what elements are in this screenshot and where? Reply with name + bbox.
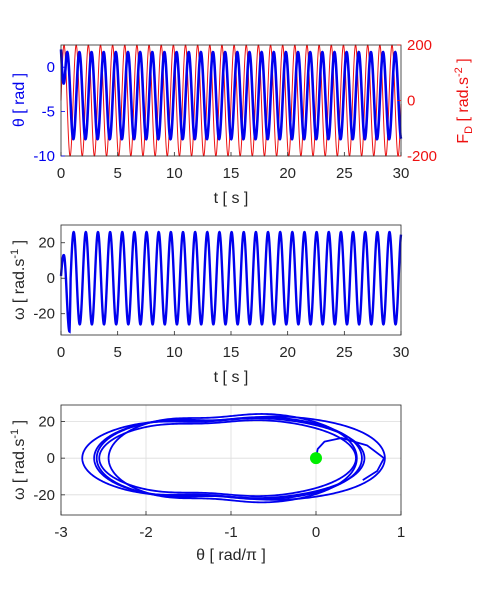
p3-y-label-2: 20 <box>38 414 55 431</box>
p3-x-label-2: -1 <box>224 524 237 541</box>
panel-omega: 0 5 10 15 20 25 30 -20 0 20 t [ s ] ω [ rad.s-1 … <box>9 224 410 386</box>
p2-x-label-5: 25 <box>336 344 353 361</box>
p1-x-label-2: 10 <box>166 165 183 182</box>
p1-x-label-0: 0 <box>57 165 65 182</box>
p1-x-label-5: 25 <box>336 165 353 182</box>
p2-x-label-3: 15 <box>223 344 240 361</box>
p3-series-group <box>81 413 386 504</box>
p1-left-axis-label: θ [ rad ] <box>11 73 28 127</box>
p3-y-axis-label: ω [ rad.s-1 ] <box>9 420 28 500</box>
p3-x-label-4: 1 <box>397 524 405 541</box>
p2-x-axis-label: t [ s ] <box>214 369 249 386</box>
p1-right-label-1: 0 <box>407 93 415 110</box>
p1-right-label-sub: D <box>463 126 475 134</box>
p3-y-tick-labels: -20 0 20 <box>33 414 65 504</box>
p2-y-tick-labels: -20 0 20 <box>33 235 65 323</box>
p2-y-axis-label: ω [ rad.s-1 ] <box>9 240 28 320</box>
force-series-line <box>60 44 402 157</box>
p1-x-label-3: 15 <box>223 165 240 182</box>
panel-phase: -3 -2 -1 0 1 -20 0 20 θ [ rad/π ] ω [ rad.s-1 … <box>9 404 405 564</box>
p1-x-label-4: 20 <box>279 165 296 182</box>
p2-y-label-1: 0 <box>47 270 55 287</box>
p3-x-label-3: 0 <box>312 524 320 541</box>
p3-x-label-1: -2 <box>139 524 152 541</box>
p1-right-tick-labels: -200 0 200 <box>397 37 437 165</box>
panel-theta-force: 0 5 10 15 20 25 30 -10 -5 0 -200 0 200 t [ s ] θ [… <box>11 37 475 207</box>
p1-x-label-6: 30 <box>393 165 410 182</box>
p1-x-label-1: 5 <box>113 165 121 182</box>
p1-left-label-2: 0 <box>47 59 55 76</box>
p1-left-label-0: -10 <box>33 148 55 165</box>
omega-series-line <box>59 230 403 334</box>
p2-x-label-6: 30 <box>393 344 410 361</box>
p1-right-label-2: 200 <box>407 37 432 54</box>
p2-x-tick-labels: 0 5 10 15 20 25 30 <box>57 331 410 361</box>
theta-series-line <box>59 49 403 141</box>
p2-x-label-4: 20 <box>279 344 296 361</box>
p1-right-label-0: -200 <box>407 148 437 165</box>
p1-left-tick-labels: -10 -5 0 <box>33 59 65 165</box>
p2-y-label-2: 20 <box>38 235 55 252</box>
p1-right-axis-label: FD [ rad.s-2 ] <box>453 58 475 143</box>
p3-y-label-1: 0 <box>47 450 55 467</box>
p2-y-label-0: -20 <box>33 306 55 323</box>
p3-y-label-0: -20 <box>33 487 55 504</box>
p3-x-tick-labels: -3 -2 -1 0 1 <box>54 511 405 541</box>
p2-x-label-2: 10 <box>166 344 183 361</box>
p2-series-group <box>59 230 403 334</box>
phase-orbit-4 <box>98 419 357 498</box>
p3-x-label-0: -3 <box>54 524 67 541</box>
p1-series-group <box>59 44 403 157</box>
p1-left-label-1: -5 <box>42 104 55 121</box>
phase-orbit-3 <box>93 415 386 501</box>
p3-x-axis-label: θ [ rad/π ] <box>196 547 266 564</box>
p2-x-label-1: 5 <box>113 344 121 361</box>
p1-x-tick-labels: 0 5 10 15 20 25 30 <box>57 152 410 182</box>
p2-x-label-0: 0 <box>57 344 65 361</box>
phase-transient-line <box>315 437 385 481</box>
p1-x-axis-label: t [ s ] <box>214 190 249 207</box>
start-point-marker <box>310 452 322 465</box>
